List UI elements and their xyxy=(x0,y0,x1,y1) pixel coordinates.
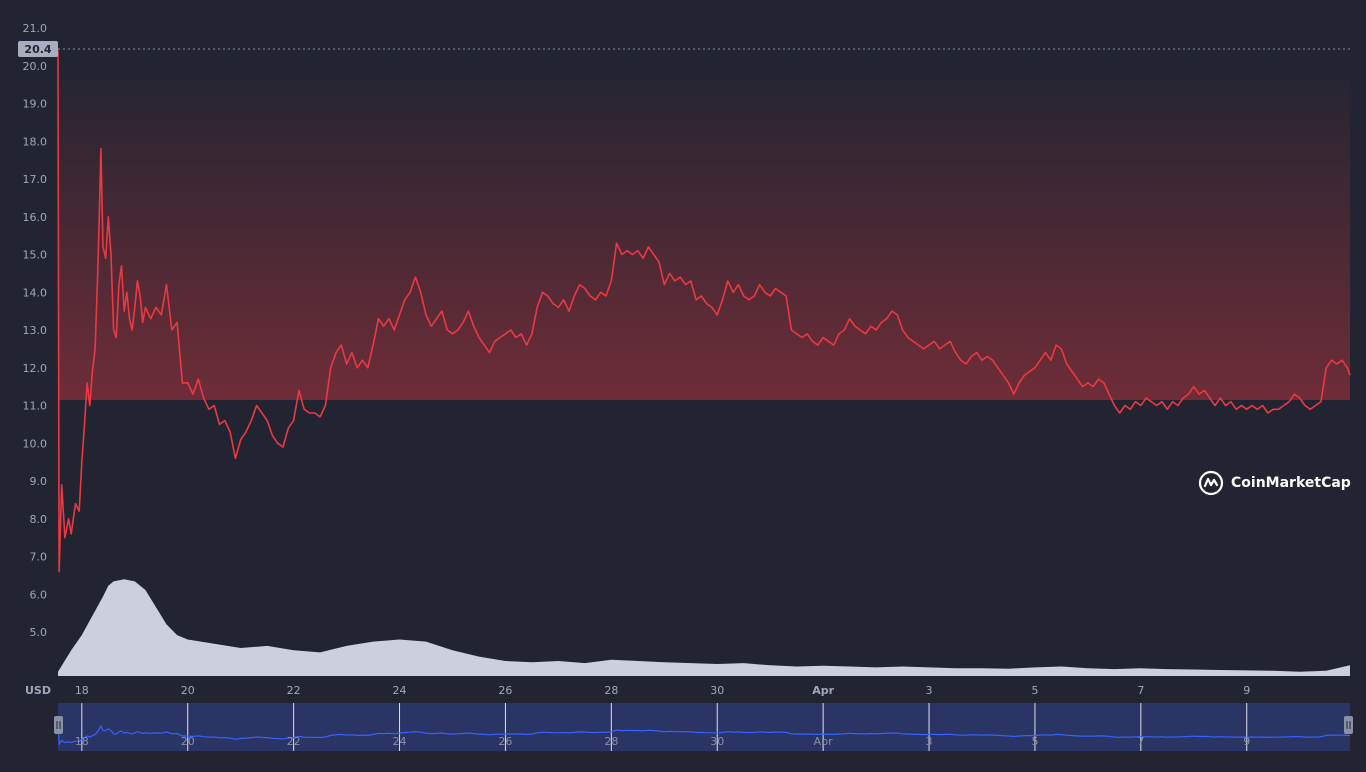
x-tick-label: 30 xyxy=(710,684,724,697)
y-tick-label: 16.0 xyxy=(23,211,48,224)
brand-name: CoinMarketCap xyxy=(1231,475,1351,491)
y-tick-label: 13.0 xyxy=(23,324,48,337)
navigator-tick-label: 20 xyxy=(181,735,195,748)
navigator-right-handle[interactable] xyxy=(1344,716,1353,734)
x-tick-label: 18 xyxy=(75,684,89,697)
x-tick-label: 28 xyxy=(604,684,618,697)
navigator-series xyxy=(57,721,1351,746)
navigator-grid xyxy=(81,703,1248,751)
y-tick-label: 18.0 xyxy=(23,135,48,148)
navigator-tick-label: 28 xyxy=(604,735,618,748)
x-tick-label: 20 xyxy=(181,684,195,697)
navigator-axis: 18 20 22 24 26 28 30 Apr 3 5 7 9 xyxy=(75,735,1250,748)
y-tick-label: 6.0 xyxy=(30,588,48,601)
x-tick-label: 7 xyxy=(1137,684,1144,697)
navigator-price-line xyxy=(57,721,1351,746)
y-tick-label: 20.0 xyxy=(23,60,48,73)
x-tick-label: 24 xyxy=(393,684,407,697)
y-tick-label: 7.0 xyxy=(30,551,48,564)
navigator-tick-label: 24 xyxy=(393,735,407,748)
price-line-layer xyxy=(57,50,1351,573)
y-tick-label: 9.0 xyxy=(30,475,48,488)
y-axis: 21.0 20.0 19.0 18.0 17.0 16.0 15.0 14.0 13.0 12.0… xyxy=(23,22,48,639)
y-tick-label: 5.0 xyxy=(30,626,48,639)
navigator-left-handle[interactable] xyxy=(54,716,63,734)
x-axis: 18 20 22 24 26 28 30 Apr 3 5 7 9 xyxy=(75,684,1250,697)
current-price-label: 20.4 xyxy=(24,43,51,56)
y-tick-label: 19.0 xyxy=(23,98,48,111)
navigator-tick-label: 9 xyxy=(1243,735,1250,748)
y-tick-label: 12.0 xyxy=(23,362,48,375)
navigator-tick-label: 7 xyxy=(1137,735,1144,748)
volume-series-area xyxy=(58,579,1350,676)
coinmarketcap-logo-icon xyxy=(1198,470,1224,496)
y-tick-label: 15.0 xyxy=(23,249,48,262)
navigator-tick-label: 18 xyxy=(75,735,89,748)
currency-label: USD xyxy=(25,684,51,697)
x-tick-label: Apr xyxy=(812,684,834,697)
x-tick-label: 3 xyxy=(926,684,933,697)
y-tick-label: 8.0 xyxy=(30,513,48,526)
y-tick-label: 17.0 xyxy=(23,173,48,186)
x-tick-label: 22 xyxy=(287,684,301,697)
navigator-tick-label: 26 xyxy=(498,735,512,748)
navigator-tick-label: 5 xyxy=(1031,735,1038,748)
price-area-gradient xyxy=(58,80,1350,400)
navigator-tick-label: 3 xyxy=(926,735,933,748)
navigator-selection[interactable] xyxy=(58,703,1350,751)
price-series-line xyxy=(57,50,1351,573)
navigator-tick-label: Apr xyxy=(814,735,834,748)
navigator-tick-label: 30 xyxy=(710,735,724,748)
x-tick-label: 26 xyxy=(498,684,512,697)
y-tick-label: 11.0 xyxy=(23,400,48,413)
x-tick-label: 9 xyxy=(1243,684,1250,697)
volume-area xyxy=(58,579,1350,676)
current-price-badge: 20.4 xyxy=(18,41,58,57)
navigator[interactable]: 18 20 22 24 26 28 30 Apr 3 5 7 9 xyxy=(54,703,1353,751)
watermark: CoinMarketCap xyxy=(1198,470,1351,496)
navigator-tick-label: 22 xyxy=(287,735,301,748)
y-tick-label: 10.0 xyxy=(23,437,48,450)
y-tick-label: 14.0 xyxy=(23,286,48,299)
y-tick-label: 21.0 xyxy=(23,22,48,35)
x-tick-label: 5 xyxy=(1031,684,1038,697)
